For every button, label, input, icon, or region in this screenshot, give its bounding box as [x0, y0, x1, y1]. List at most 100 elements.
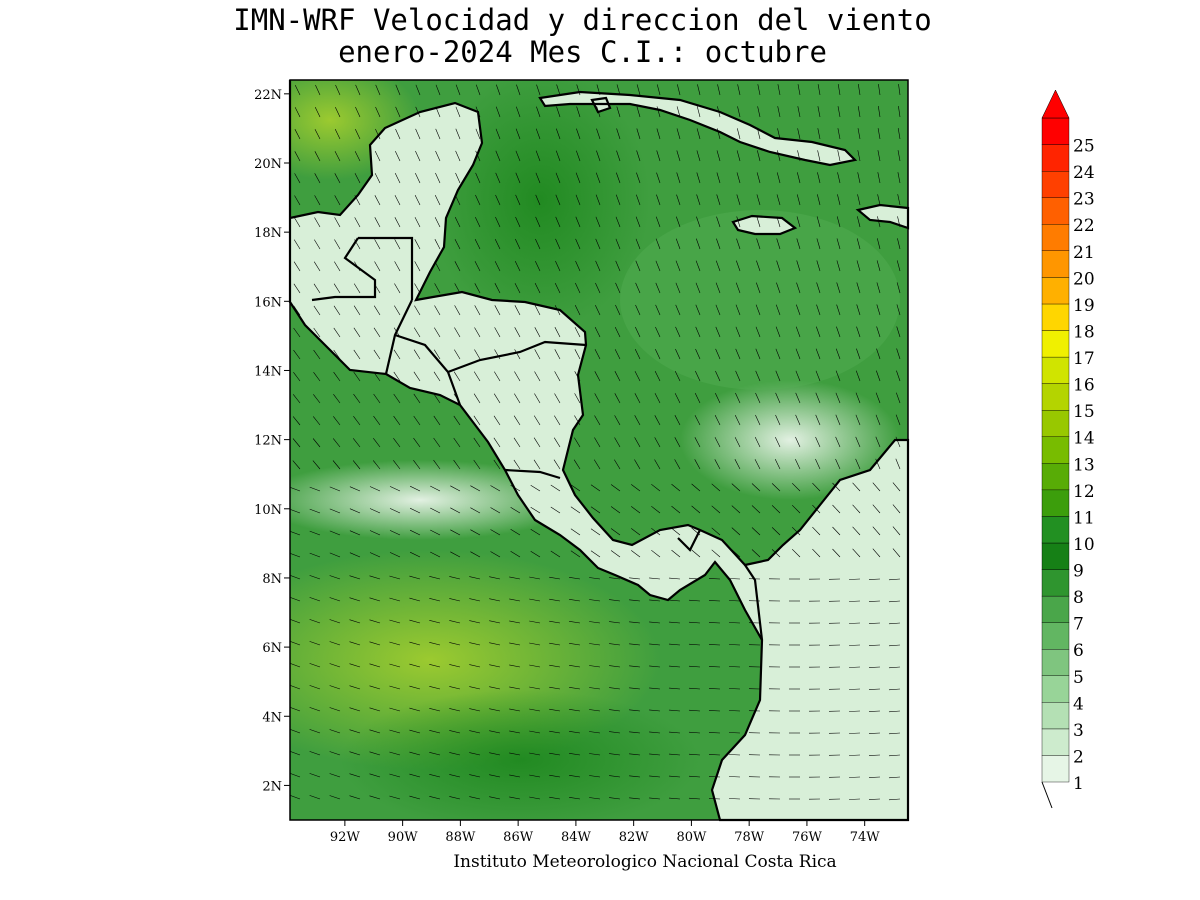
wind-barb [731, 505, 741, 514]
wind-barb [634, 371, 641, 382]
wind-barb [837, 128, 841, 140]
wind-barb [536, 84, 541, 96]
wind-barb [590, 528, 601, 536]
wind-barb [469, 708, 481, 712]
wind-barb [736, 150, 741, 162]
wind-barb [453, 437, 461, 448]
wind-barb [735, 326, 741, 338]
wind-barb [614, 459, 621, 470]
wind-barb [636, 172, 641, 184]
wind-barb [668, 731, 681, 734]
wind-barb [329, 575, 341, 580]
wind-barb [816, 304, 821, 316]
wind-barb [837, 150, 841, 162]
wind-barb [888, 578, 901, 581]
wind-barb [494, 238, 501, 250]
colorbar-swatch [1041, 223, 1070, 251]
wind-barb [877, 238, 881, 250]
wind-barb [555, 194, 561, 206]
country-borders [311, 236, 764, 641]
wind-barb [529, 686, 541, 690]
wind-barb [668, 599, 681, 602]
wind-barb [696, 150, 701, 162]
wind-barb [868, 666, 881, 668]
wind-barb [329, 597, 341, 602]
wind-barb [515, 216, 521, 228]
wind-barb [534, 282, 541, 294]
wind-barb [455, 150, 461, 162]
wind-barb [655, 238, 661, 250]
colorbar-label: 6 [1073, 641, 1084, 661]
wind-barb [575, 282, 581, 294]
wind-barb [349, 751, 361, 756]
wind-barb [536, 106, 541, 118]
wind-barb [429, 730, 441, 734]
wind-barb [534, 371, 541, 382]
wind-barb [334, 195, 341, 206]
wind-barb [352, 438, 361, 448]
wind-barb [877, 150, 881, 162]
colorbar-label: 15 [1073, 402, 1095, 422]
wind-barb [858, 84, 861, 96]
wind-barb [413, 327, 421, 338]
wind-barb [756, 282, 761, 294]
wind-barb [290, 618, 301, 624]
wind-barb [574, 393, 581, 404]
wind-barb [595, 194, 601, 206]
wind-barb [892, 526, 901, 536]
wind-barb [576, 84, 581, 96]
wind-speed-field [290, 80, 908, 820]
wind-barb [688, 775, 701, 778]
wind-barb [413, 437, 421, 448]
wind-barb [688, 621, 701, 624]
wind-barb [469, 752, 481, 756]
wind-barb [688, 797, 701, 800]
wind-barb [590, 550, 601, 558]
wind-barb [314, 129, 321, 140]
wind-barb [569, 643, 581, 646]
wind-barb [429, 686, 441, 690]
wind-barb [373, 349, 381, 360]
wind-barb [309, 663, 321, 668]
wind-barb [589, 775, 601, 778]
wind-barb [494, 371, 501, 382]
wind-barb [635, 238, 641, 250]
wind-barb [594, 326, 601, 338]
wind-barb [696, 172, 701, 184]
wind-barb [668, 577, 681, 580]
wind-barb [655, 304, 661, 316]
wind-barb [569, 665, 581, 668]
wind-barb [837, 172, 841, 184]
wind-barb [349, 707, 361, 712]
wind-barb [629, 775, 641, 778]
wind-barb [529, 774, 541, 778]
wind-barb [409, 773, 421, 778]
wind-barb [335, 106, 341, 118]
wind-barb [875, 436, 881, 448]
wind-barb [575, 260, 581, 272]
wind-barb [394, 239, 401, 250]
wind-barb [314, 151, 321, 162]
wind-barb [609, 665, 621, 668]
wind-barb [688, 753, 701, 756]
wind-barb [329, 552, 341, 558]
wind-barb [354, 151, 361, 162]
wind-barb [634, 415, 641, 426]
wind-barb [355, 84, 361, 96]
wind-barb [590, 484, 601, 492]
wind-barb [594, 393, 601, 404]
lon-tick-label: 76W [792, 830, 823, 845]
wind-barb [509, 576, 521, 580]
map-title-line-2: enero-2024 Mes C.I.: octubre [338, 35, 827, 69]
plot-frame [289, 79, 909, 821]
wind-barb [615, 238, 621, 250]
wind-barb [369, 641, 381, 646]
wind-barb [309, 575, 321, 580]
wind-barb [489, 708, 501, 712]
wind-barb [489, 642, 501, 646]
lat-tick-label: 20N [254, 157, 282, 172]
wind-barb [290, 662, 301, 668]
wind-barb [868, 622, 881, 624]
wind-barb [649, 709, 661, 712]
wind-barb [872, 482, 881, 492]
